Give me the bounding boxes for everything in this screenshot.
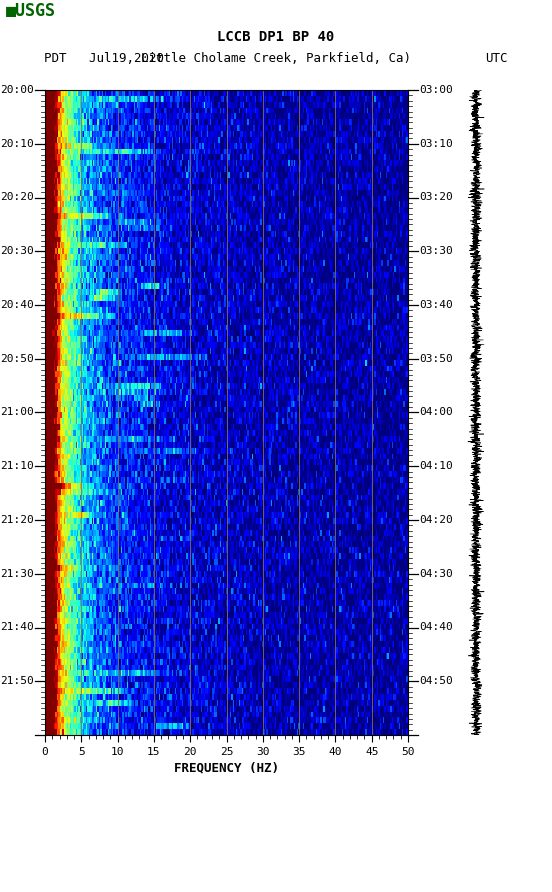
Text: 03:20: 03:20 [419, 193, 453, 202]
Text: 21:10: 21:10 [0, 461, 34, 471]
Text: 04:20: 04:20 [419, 515, 453, 525]
Text: 04:00: 04:00 [419, 408, 453, 417]
Text: 04:30: 04:30 [419, 569, 453, 579]
Text: 20:10: 20:10 [0, 139, 34, 149]
Text: 04:50: 04:50 [419, 676, 453, 686]
Text: ■USGS: ■USGS [6, 2, 56, 20]
Text: 21:20: 21:20 [0, 515, 34, 525]
Text: 20:50: 20:50 [0, 354, 34, 364]
Text: 03:10: 03:10 [419, 139, 453, 149]
Text: 20:40: 20:40 [0, 300, 34, 310]
Text: 21:30: 21:30 [0, 569, 34, 579]
Text: 03:30: 03:30 [419, 246, 453, 256]
Text: 04:10: 04:10 [419, 461, 453, 471]
Text: 20:00: 20:00 [0, 85, 34, 95]
Text: 03:00: 03:00 [419, 85, 453, 95]
X-axis label: FREQUENCY (HZ): FREQUENCY (HZ) [174, 761, 279, 774]
Text: UTC: UTC [485, 52, 508, 65]
Text: 21:00: 21:00 [0, 408, 34, 417]
Text: LCCB DP1 BP 40: LCCB DP1 BP 40 [217, 30, 335, 44]
Text: 21:50: 21:50 [0, 676, 34, 686]
Text: 20:20: 20:20 [0, 193, 34, 202]
Text: Little Cholame Creek, Parkfield, Ca): Little Cholame Creek, Parkfield, Ca) [141, 52, 411, 65]
Text: 04:40: 04:40 [419, 623, 453, 632]
Text: 20:30: 20:30 [0, 246, 34, 256]
Text: PDT   Jul19,2020: PDT Jul19,2020 [44, 52, 164, 65]
Text: 03:40: 03:40 [419, 300, 453, 310]
Text: 03:50: 03:50 [419, 354, 453, 364]
Text: 21:40: 21:40 [0, 623, 34, 632]
